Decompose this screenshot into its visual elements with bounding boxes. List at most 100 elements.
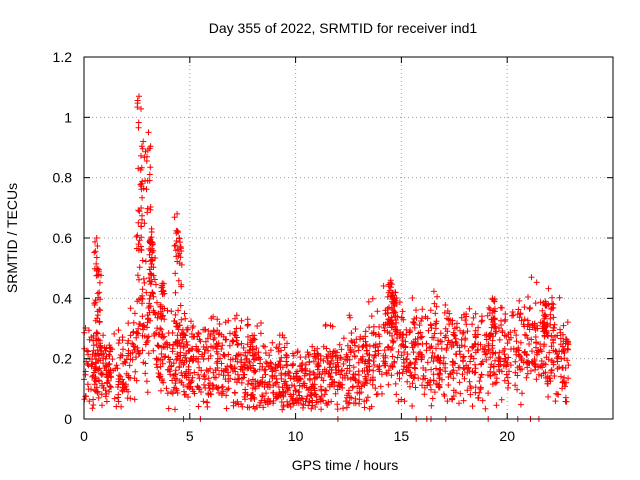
- data-point: [159, 305, 166, 312]
- data-point: [322, 321, 329, 328]
- data-point: [252, 383, 259, 390]
- data-point: [231, 331, 238, 338]
- data-point: [359, 353, 366, 360]
- data-point: [180, 382, 187, 388]
- data-point: [346, 368, 353, 374]
- data-point: [334, 401, 341, 408]
- data-point: [502, 355, 509, 362]
- data-point: [441, 393, 448, 399]
- data-point: [93, 341, 100, 348]
- data-point: [430, 288, 437, 295]
- data-point: [205, 382, 212, 389]
- data-point: [365, 298, 372, 305]
- data-point: [125, 337, 132, 344]
- data-point: [417, 329, 424, 336]
- data-point: [365, 371, 372, 378]
- data-point: [557, 335, 564, 342]
- data-point: [141, 323, 148, 330]
- data-point: [411, 364, 418, 371]
- data-point: [252, 378, 259, 384]
- data-point: [458, 314, 465, 321]
- data-point: [403, 368, 410, 375]
- data-point: [289, 350, 296, 357]
- data-point: [355, 359, 362, 366]
- data-point: [501, 377, 508, 384]
- data-point: [318, 393, 325, 399]
- data-point: [230, 368, 236, 374]
- data-point: [252, 368, 259, 375]
- data-point: [92, 248, 99, 255]
- data-point: [251, 356, 258, 363]
- data-point: [210, 336, 217, 343]
- data-point: [262, 350, 269, 356]
- data-point: [172, 380, 179, 387]
- data-point: [127, 356, 134, 363]
- data-point: [344, 392, 351, 399]
- data-point: [515, 344, 522, 351]
- data-point: [276, 358, 283, 365]
- data-point: [457, 327, 463, 334]
- data-point: [134, 272, 141, 279]
- data-point: [139, 347, 146, 354]
- data-point: [398, 352, 405, 359]
- data-point: [116, 372, 123, 379]
- data-point: [146, 300, 153, 307]
- data-point: [550, 314, 557, 321]
- data-point: [513, 332, 520, 339]
- data-point: [323, 387, 330, 394]
- data-point: [496, 349, 503, 356]
- data-point: [259, 393, 266, 400]
- data-point: [564, 345, 571, 352]
- data-point: [560, 331, 566, 338]
- data-point: [130, 343, 137, 350]
- data-point: [515, 351, 522, 358]
- data-point: [152, 255, 159, 261]
- data-point: [504, 340, 511, 347]
- data-point: [551, 373, 558, 379]
- data-point: [438, 338, 445, 345]
- data-point: [252, 351, 259, 358]
- data-point: [99, 402, 105, 409]
- data-point: [515, 306, 522, 313]
- data-point: [404, 351, 411, 358]
- data-point: [134, 104, 141, 111]
- data-point: [429, 334, 436, 341]
- data-point: [368, 313, 375, 320]
- data-point: [369, 295, 376, 302]
- data-point: [552, 398, 559, 405]
- data-point: [134, 97, 141, 104]
- data-point: [469, 368, 476, 375]
- data-point: [492, 371, 498, 378]
- data-point: [537, 363, 544, 370]
- data-point: [200, 373, 207, 380]
- data-point: [412, 359, 419, 366]
- data-point: [479, 317, 486, 324]
- data-point: [368, 330, 375, 337]
- data-point: [477, 385, 484, 392]
- data-point: [509, 309, 516, 315]
- data-point: [495, 363, 502, 370]
- data-point: [139, 145, 146, 152]
- data-point: [141, 279, 148, 286]
- data-point: [523, 332, 530, 339]
- data-point: [241, 393, 248, 400]
- data-point: [89, 405, 96, 412]
- data-point: [176, 363, 183, 370]
- data-point: [391, 295, 398, 302]
- data-point: [207, 390, 214, 397]
- data-point: [337, 354, 344, 361]
- data-point: [497, 304, 504, 311]
- data-point: [250, 403, 257, 410]
- data-point: [468, 353, 475, 360]
- data-point: [449, 396, 456, 403]
- data-point: [364, 347, 370, 354]
- data-point: [512, 382, 519, 389]
- data-point: [103, 371, 110, 378]
- data-point: [179, 336, 186, 343]
- data-point: [376, 323, 383, 330]
- data-point: [195, 356, 202, 362]
- data-point: [176, 235, 183, 241]
- data-point: [116, 337, 123, 343]
- data-point: [315, 362, 322, 369]
- data-point: [294, 368, 301, 375]
